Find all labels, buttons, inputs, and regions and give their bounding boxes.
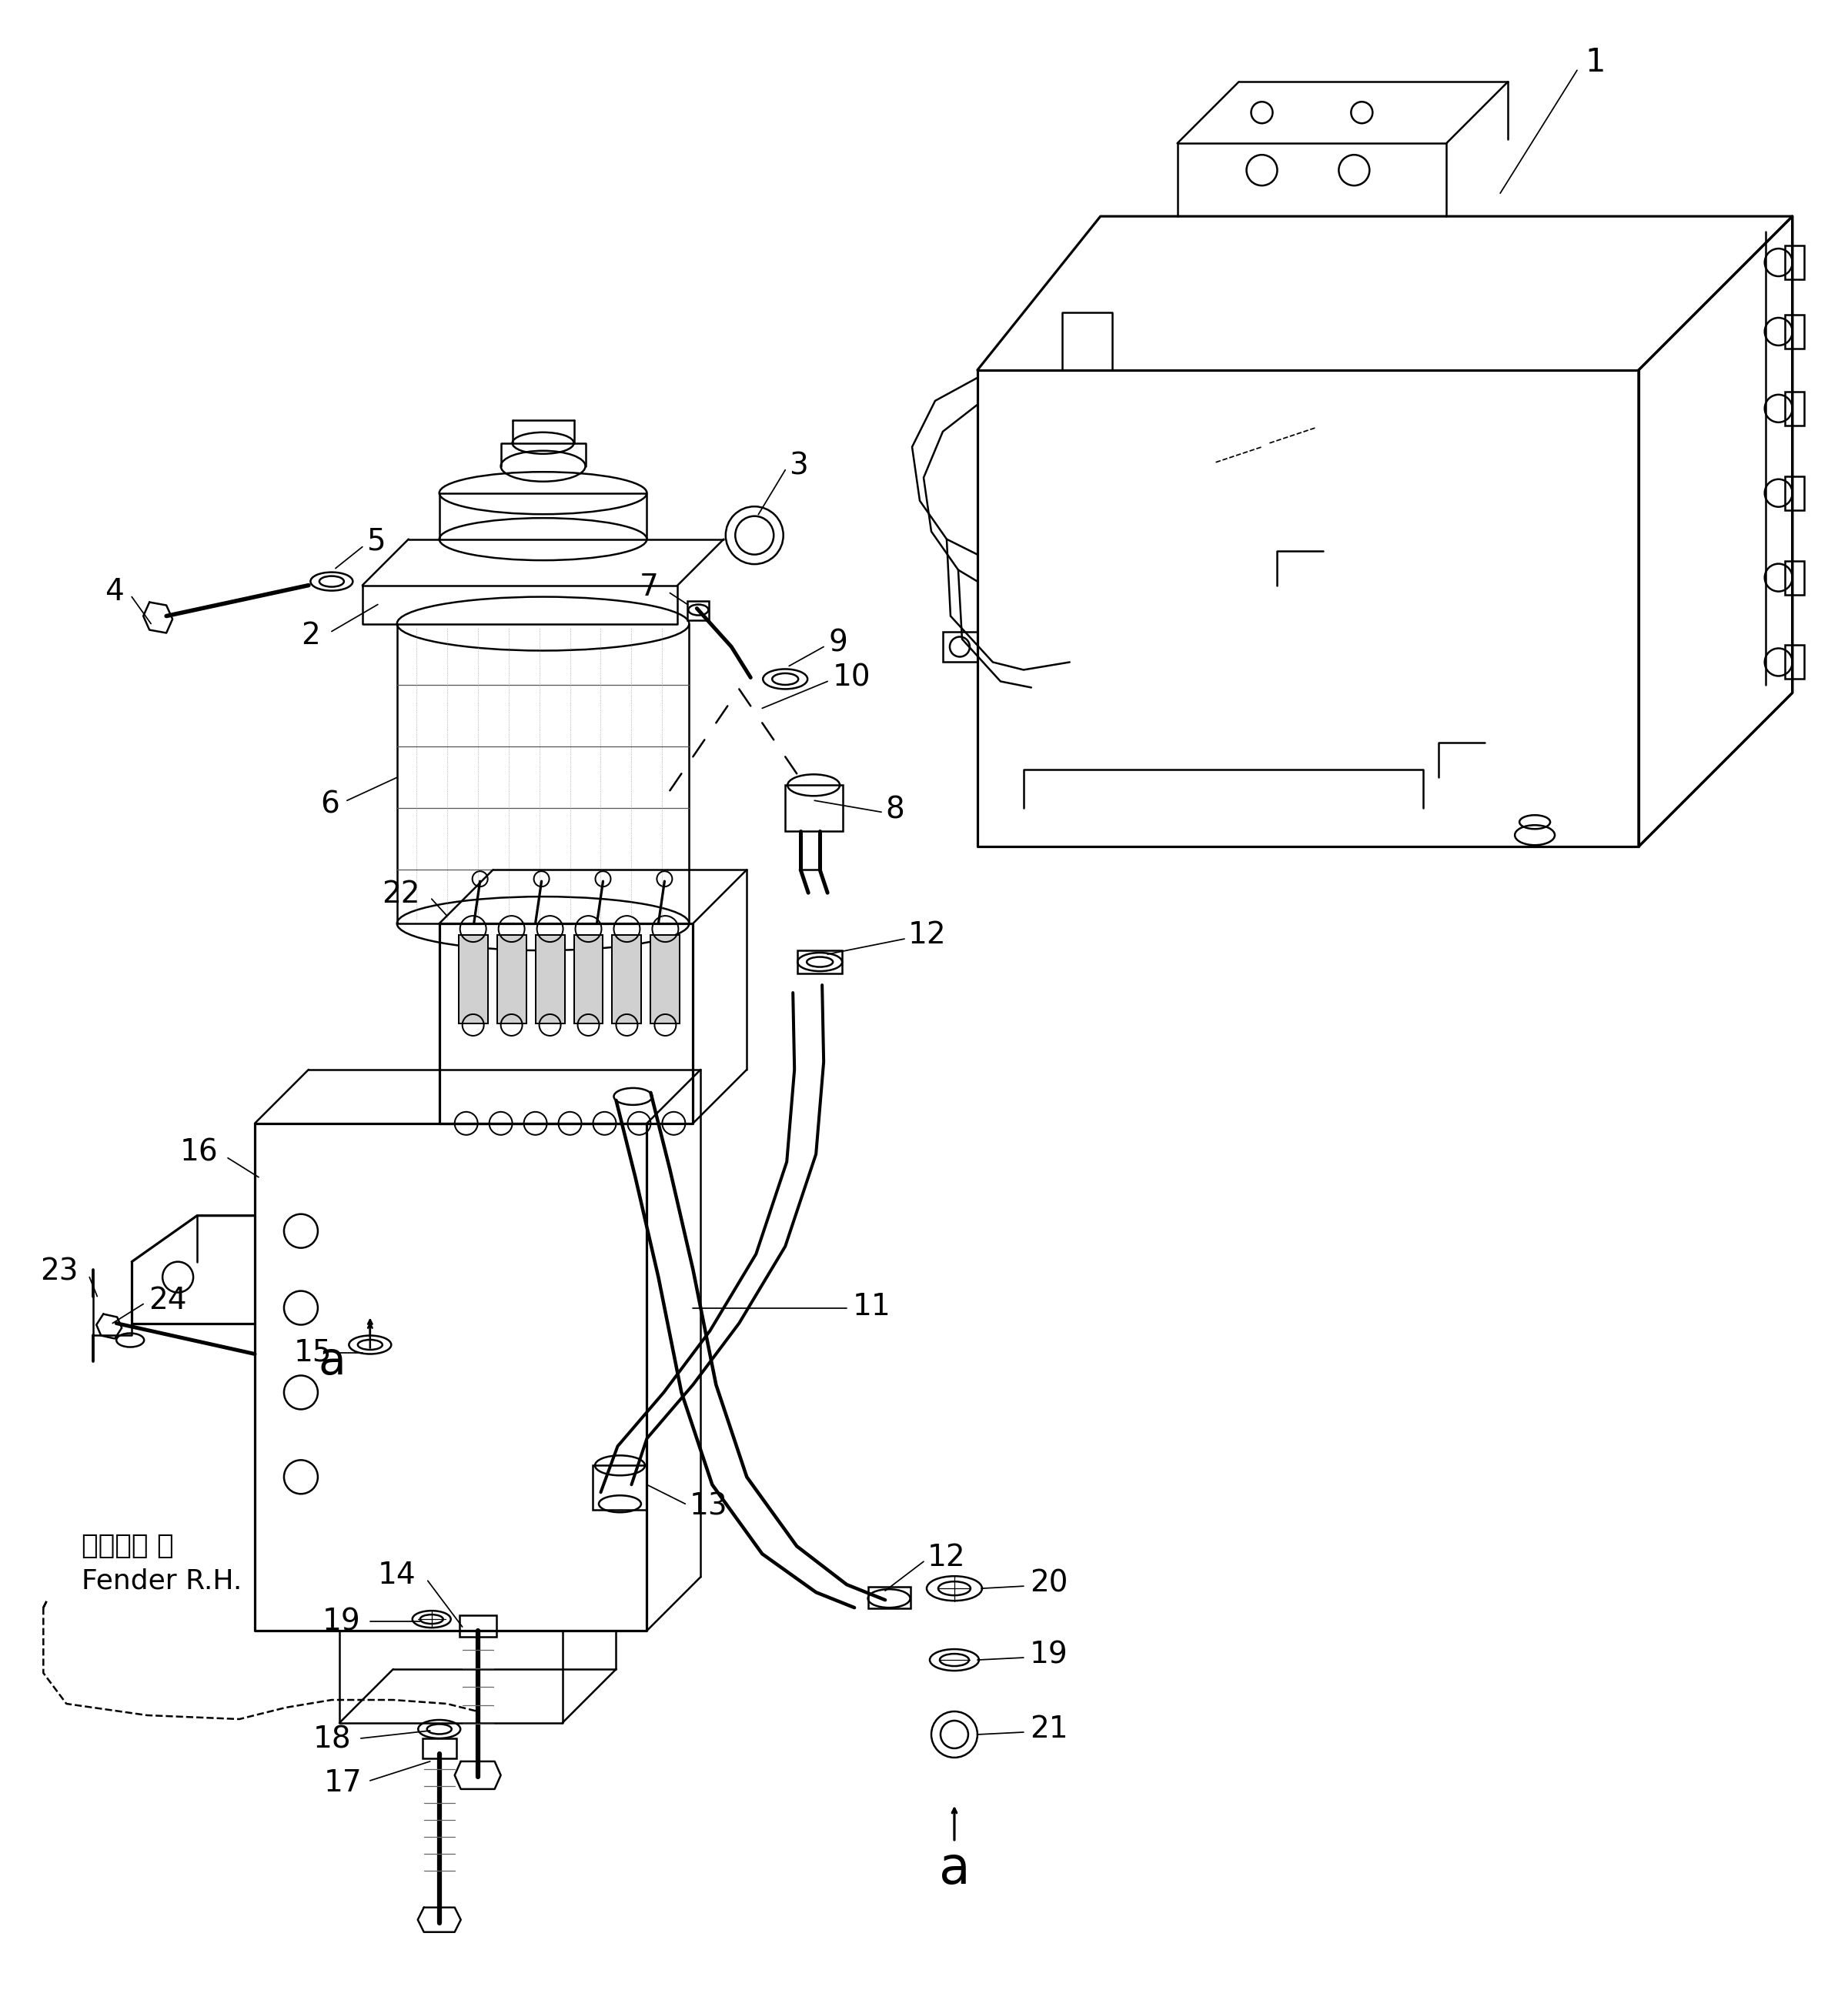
- Text: 3: 3: [789, 452, 808, 482]
- Text: 12: 12: [907, 921, 946, 949]
- Text: 7: 7: [639, 573, 658, 601]
- Text: 24: 24: [148, 1286, 187, 1315]
- Text: 19: 19: [1029, 1640, 1068, 1670]
- Text: フェンダ 右: フェンダ 右: [81, 1532, 174, 1560]
- Bar: [458, 935, 488, 1023]
- Bar: [460, 1616, 495, 1638]
- Text: 20: 20: [1029, 1568, 1068, 1598]
- Text: 8: 8: [885, 796, 904, 824]
- Bar: [1785, 392, 1804, 426]
- Text: 22: 22: [383, 880, 419, 909]
- Text: 16: 16: [179, 1138, 218, 1168]
- Bar: [785, 786, 843, 832]
- Bar: [1785, 476, 1804, 509]
- Bar: [869, 1586, 911, 1608]
- Bar: [593, 1465, 647, 1510]
- Text: 19: 19: [323, 1606, 360, 1636]
- Text: 17: 17: [323, 1769, 362, 1797]
- Bar: [1785, 314, 1804, 348]
- Bar: [798, 951, 843, 973]
- Text: 13: 13: [689, 1492, 728, 1520]
- Bar: [1785, 645, 1804, 679]
- Bar: [942, 631, 978, 663]
- Text: 6: 6: [320, 790, 340, 820]
- Text: 4: 4: [105, 577, 124, 607]
- Bar: [687, 601, 710, 619]
- Bar: [612, 935, 641, 1023]
- Bar: [423, 1739, 456, 1759]
- Bar: [536, 935, 565, 1023]
- Text: 10: 10: [833, 663, 870, 693]
- Bar: [1785, 561, 1804, 595]
- Text: 1: 1: [1586, 46, 1606, 80]
- Text: 14: 14: [379, 1560, 416, 1590]
- Bar: [497, 935, 527, 1023]
- Bar: [575, 935, 602, 1023]
- Text: 15: 15: [294, 1337, 331, 1367]
- Text: 21: 21: [1029, 1715, 1068, 1743]
- Text: Fender R.H.: Fender R.H.: [81, 1568, 242, 1594]
- Bar: [650, 935, 680, 1023]
- Text: 2: 2: [301, 621, 320, 651]
- Text: 18: 18: [312, 1725, 351, 1755]
- Text: a: a: [939, 1843, 970, 1894]
- Text: 5: 5: [366, 527, 384, 555]
- Text: a: a: [318, 1339, 346, 1383]
- Text: 23: 23: [41, 1258, 78, 1286]
- Text: 9: 9: [828, 629, 848, 657]
- Bar: [1785, 245, 1804, 279]
- Text: 11: 11: [854, 1292, 891, 1321]
- Text: 12: 12: [928, 1542, 967, 1572]
